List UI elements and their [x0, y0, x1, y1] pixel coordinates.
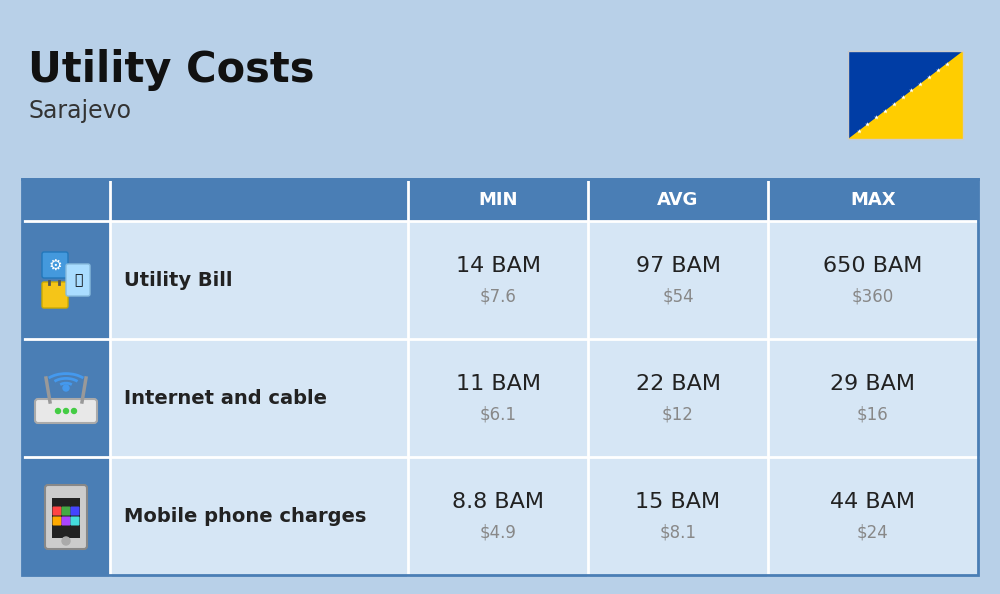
Text: $16: $16	[857, 405, 889, 423]
Text: Sarajevo: Sarajevo	[28, 99, 131, 123]
FancyBboxPatch shape	[70, 517, 80, 526]
Text: 14 BAM: 14 BAM	[456, 256, 540, 276]
FancyBboxPatch shape	[45, 485, 87, 549]
Text: ⚙: ⚙	[48, 258, 62, 273]
Text: MAX: MAX	[850, 191, 896, 209]
Text: 29 BAM: 29 BAM	[830, 374, 916, 394]
Text: AVG: AVG	[657, 191, 699, 209]
Circle shape	[56, 409, 60, 413]
FancyBboxPatch shape	[35, 399, 97, 423]
Text: 650 BAM: 650 BAM	[823, 256, 923, 276]
Text: $54: $54	[662, 287, 694, 305]
Text: $4.9: $4.9	[480, 523, 516, 541]
FancyBboxPatch shape	[22, 457, 110, 575]
Text: Internet and cable: Internet and cable	[124, 388, 327, 407]
Text: 11 BAM: 11 BAM	[456, 374, 540, 394]
FancyBboxPatch shape	[62, 507, 70, 516]
FancyBboxPatch shape	[42, 252, 68, 278]
Text: $12: $12	[662, 405, 694, 423]
Text: 🔧: 🔧	[74, 273, 82, 287]
Text: $360: $360	[852, 287, 894, 305]
FancyBboxPatch shape	[52, 507, 62, 516]
Text: $7.6: $7.6	[480, 287, 516, 305]
FancyBboxPatch shape	[22, 179, 978, 221]
FancyBboxPatch shape	[22, 221, 110, 339]
Circle shape	[72, 409, 76, 413]
FancyBboxPatch shape	[52, 498, 80, 538]
Text: Utility Bill: Utility Bill	[124, 270, 232, 289]
FancyBboxPatch shape	[42, 282, 68, 308]
FancyBboxPatch shape	[848, 51, 963, 139]
Text: 15 BAM: 15 BAM	[635, 492, 721, 512]
FancyBboxPatch shape	[70, 507, 80, 516]
Text: 44 BAM: 44 BAM	[830, 492, 916, 512]
FancyBboxPatch shape	[110, 339, 978, 457]
Text: 97 BAM: 97 BAM	[636, 256, 720, 276]
Text: MIN: MIN	[478, 191, 518, 209]
Polygon shape	[848, 51, 963, 139]
Circle shape	[63, 385, 69, 391]
Text: 22 BAM: 22 BAM	[636, 374, 720, 394]
Text: Mobile phone charges: Mobile phone charges	[124, 507, 366, 526]
Circle shape	[62, 537, 70, 545]
FancyBboxPatch shape	[62, 517, 70, 526]
Text: $8.1: $8.1	[660, 523, 696, 541]
FancyBboxPatch shape	[66, 264, 90, 296]
Text: $6.1: $6.1	[480, 405, 516, 423]
FancyBboxPatch shape	[22, 339, 110, 457]
FancyBboxPatch shape	[52, 517, 62, 526]
Text: Utility Costs: Utility Costs	[28, 49, 314, 91]
Text: 8.8 BAM: 8.8 BAM	[452, 492, 544, 512]
FancyBboxPatch shape	[110, 457, 978, 575]
Text: $24: $24	[857, 523, 889, 541]
FancyBboxPatch shape	[110, 221, 978, 339]
Circle shape	[64, 409, 68, 413]
